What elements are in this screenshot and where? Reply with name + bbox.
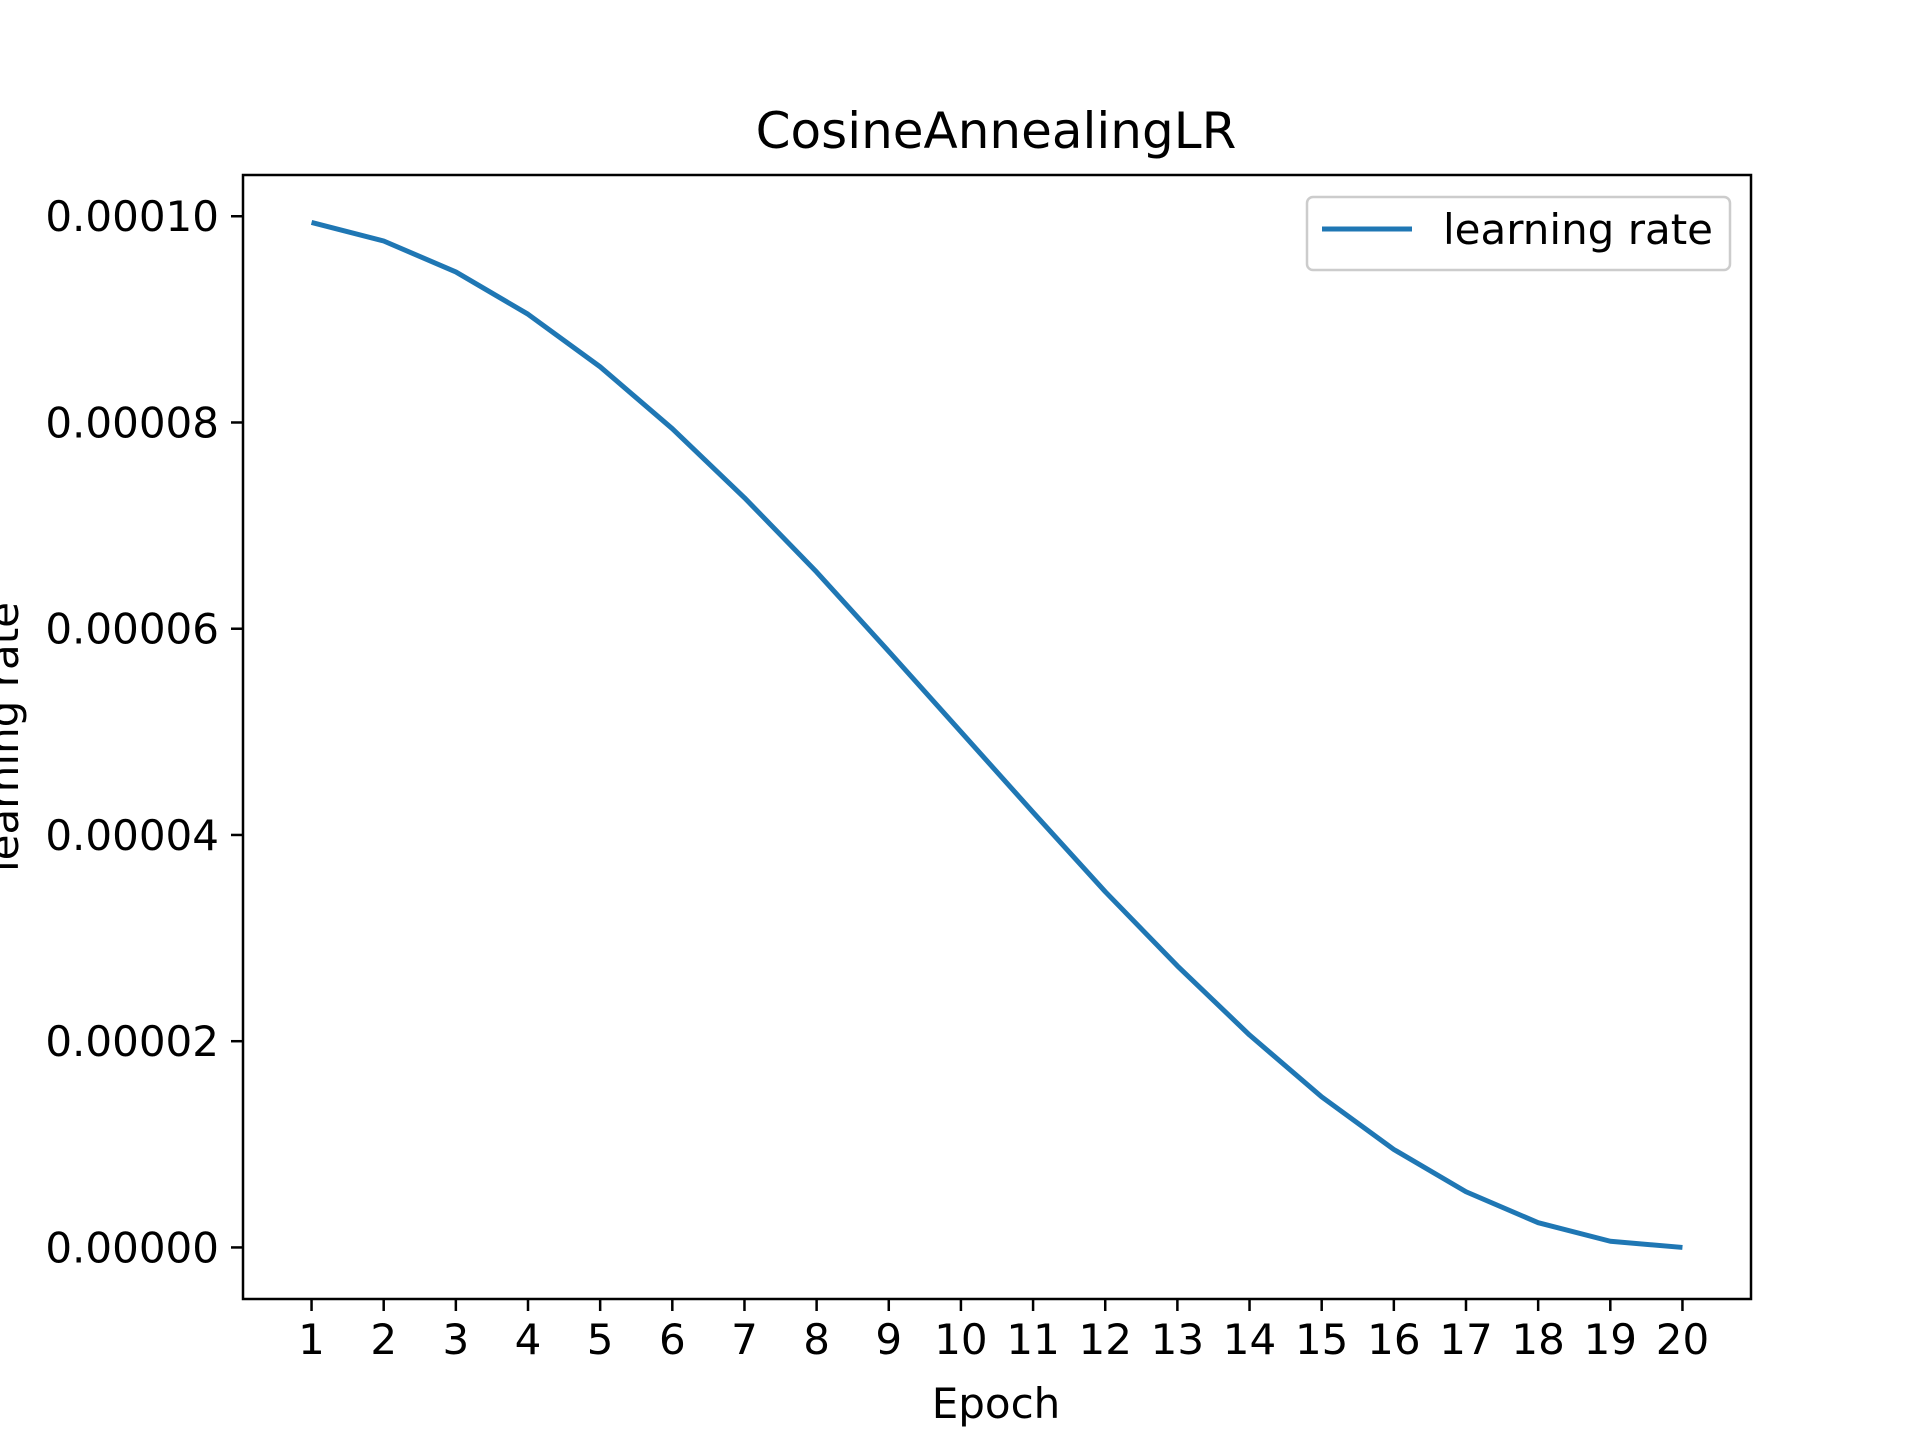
x-tick-label: 17 [1439,1315,1492,1364]
y-axis-label: learning rate [0,602,28,872]
x-tick-label: 1 [298,1315,325,1364]
x-axis-label: Epoch [932,1379,1061,1428]
y-tick-label: 0.00008 [45,398,219,447]
x-tick-label: 5 [587,1315,614,1364]
plot-area-frame [241,173,1753,1301]
x-tick-label: 9 [875,1315,902,1364]
series-layer [310,220,1683,1250]
legend-label: learning rate [1443,205,1713,254]
x-tick-label: 4 [515,1315,542,1364]
y-tick-label: 0.00006 [45,605,219,654]
x-tick-label: 18 [1511,1315,1564,1364]
legend: learning rate [1305,195,1732,272]
x-tick-label: 19 [1584,1315,1637,1364]
x-tick-label: 16 [1367,1315,1420,1364]
y-axis-ticks: 0.00000 0.00002 0.00004 0.00006 0.00008 0.000… [45,192,243,1272]
x-tick-label: 2 [370,1315,397,1364]
x-tick-label: 11 [1006,1315,1059,1364]
x-tick-label: 15 [1295,1315,1348,1364]
x-tick-label: 8 [803,1315,830,1364]
chart-title: CosineAnnealingLR [756,102,1237,160]
legend-box [1305,195,1732,272]
y-tick-label: 0.00004 [45,811,219,860]
x-tick-label: 7 [731,1315,758,1364]
x-tick-label: 20 [1656,1315,1709,1364]
x-tick-label: 13 [1151,1315,1204,1364]
x-tick-label: 14 [1223,1315,1276,1364]
x-tick-label: 12 [1079,1315,1132,1364]
x-tick-label: 10 [934,1315,987,1364]
y-tick-label: 0.00002 [45,1017,219,1066]
y-tick-label: 0.00000 [45,1223,219,1272]
y-tick-label: 0.00010 [45,192,219,241]
x-axis-ticks: 1 2 3 4 5 6 7 8 9 10 11 12 13 14 15 16 17 18 19 20 [298,1299,1709,1364]
series-line-learning-rate [310,220,1683,1250]
x-tick-label: 6 [659,1315,686,1364]
x-tick-label: 3 [442,1315,469,1364]
